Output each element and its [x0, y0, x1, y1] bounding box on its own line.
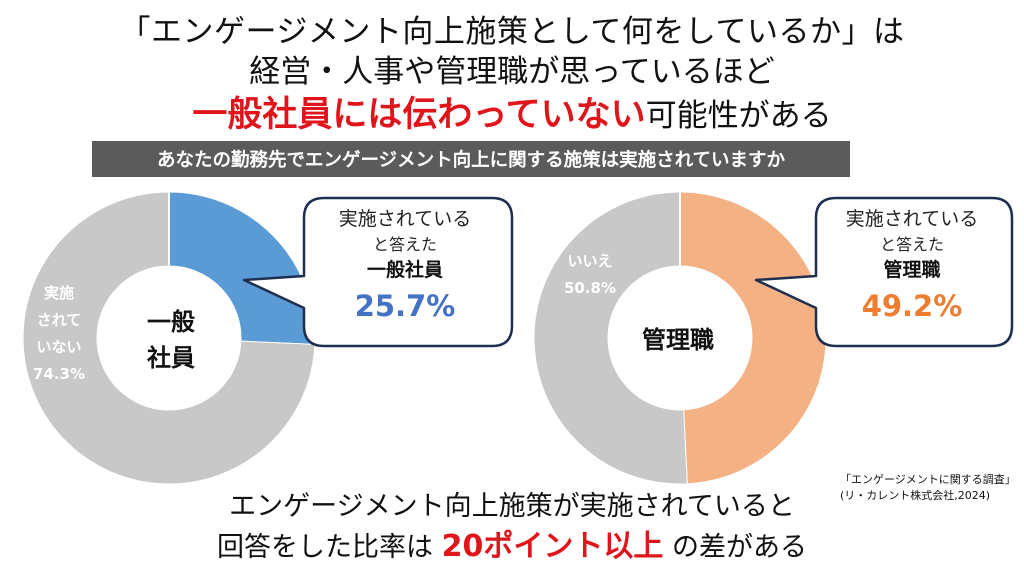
source-citation: 「エンゲージメントに関する調査」 (リ・カレント株式会社,2024)	[840, 472, 1016, 504]
source-publisher: (リ・カレント株式会社,2024)	[840, 489, 991, 502]
segment-label-no: いいえ 50.8%	[555, 248, 625, 302]
conclusion-pre: 回答をした比率は	[217, 532, 434, 563]
center-label-managers: 管理職	[623, 322, 733, 358]
segment-label-line: 50.8%	[563, 279, 617, 297]
slice-general-not-implemented	[22, 191, 316, 485]
segment-label-line: されて	[36, 311, 82, 329]
segment-label-not-implemented: 実施 されて いない 74.3%	[24, 280, 94, 388]
source-title: 「エンゲージメントに関する調査」	[840, 473, 1016, 486]
callout-line-1: 実施されている	[338, 208, 472, 230]
center-label-general-employees: 一般 社員	[121, 304, 221, 376]
callout-bubble-general-employees	[242, 196, 514, 348]
survey-question-banner: あなたの勤務先でエンゲージメント向上に関する施策は実施されていますか	[92, 141, 850, 177]
conclusion-line-1: エンゲージメント向上施策が実施されていると	[229, 491, 795, 522]
headline-line-2: 経営・人事や管理職が思っているほど	[249, 54, 775, 90]
donut-chart-managers	[533, 191, 827, 485]
center-label-line: 管理職	[642, 326, 714, 354]
headline-emphasis: 一般社員には伝わっていない	[192, 95, 646, 135]
callout-text-general-employees: 実施されている と答えた 一般社員 25.7%	[310, 210, 500, 321]
callout-line-3: 一般社員	[366, 259, 443, 281]
callout-line-2: と答えた	[372, 235, 437, 254]
donut-chart-general-employees	[22, 191, 316, 485]
slice-managers-no	[533, 191, 688, 485]
center-label-line: 一般	[147, 308, 195, 336]
callout-line-2: と答えた	[879, 235, 944, 254]
conclusion-emphasis: 20ポイント以上	[441, 529, 664, 564]
conclusion-post: の差がある	[671, 532, 807, 563]
segment-label-line: 74.3%	[32, 365, 86, 383]
callout-percentage-general: 25.7%	[354, 289, 456, 323]
headline-line-1: 「エンゲージメント向上施策として何をしているか」は	[119, 14, 905, 50]
callout-line-1: 実施されている	[845, 208, 979, 230]
conclusion-line-2: 回答をした比率は 20ポイント以上 の差がある	[0, 521, 1024, 565]
callout-bubble-managers	[754, 196, 1014, 348]
center-label-line: 社員	[147, 344, 195, 372]
headline-rest: 可能性がある	[645, 98, 832, 134]
headline-line-3: 一般社員には伝わっていない可能性がある	[0, 86, 1024, 137]
callout-percentage-managers: 49.2%	[861, 289, 963, 323]
slice-managers-implemented	[679, 191, 827, 485]
callout-line-3: 管理職	[883, 259, 941, 281]
segment-label-line: いない	[36, 338, 82, 356]
callout-text-managers: 実施されている と答えた 管理職 49.2%	[822, 210, 1002, 321]
segment-label-line: いいえ	[567, 252, 613, 270]
segment-label-line: 実施	[43, 284, 74, 302]
